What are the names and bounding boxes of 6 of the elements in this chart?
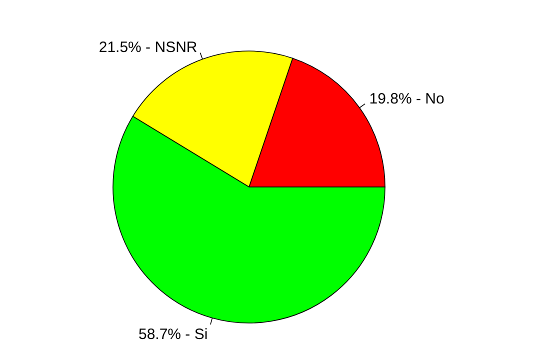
slice-label: NSNR: [154, 38, 198, 56]
data-label: 21.5% -: [98, 38, 151, 56]
slice-label: Si: [194, 326, 208, 344]
data-label: 19.8% -: [369, 90, 421, 108]
data-label: 58.7% -: [138, 326, 190, 344]
slice-label: No: [425, 90, 444, 108]
